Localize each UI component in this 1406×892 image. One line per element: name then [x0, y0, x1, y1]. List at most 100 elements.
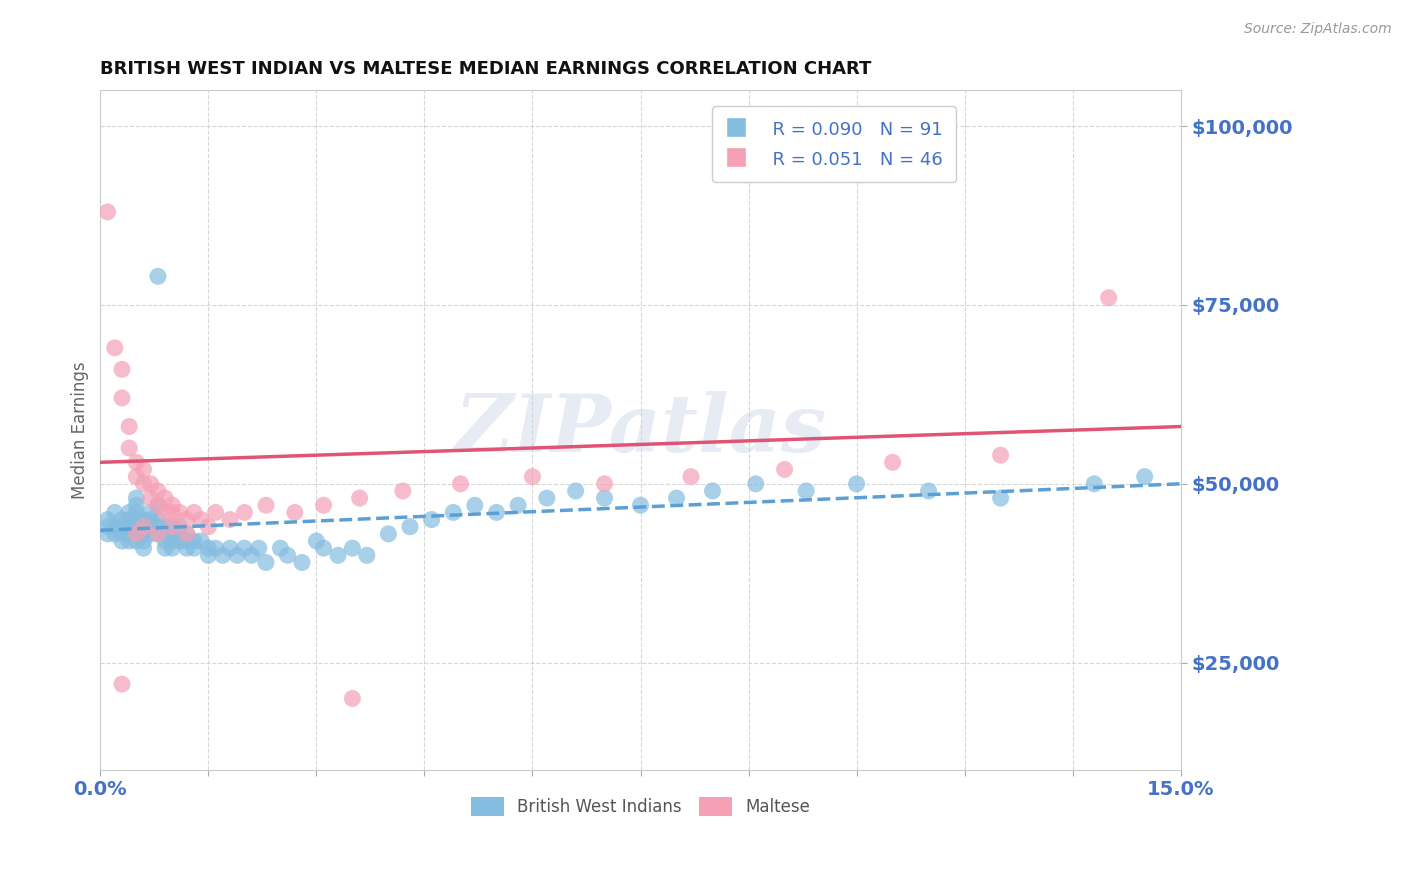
Point [104, 505, 127, 519]
Point [125, 527, 148, 541]
Point [146, 498, 169, 512]
Point [162, 534, 184, 549]
Point [96, 205, 118, 219]
Point [183, 505, 205, 519]
Point [132, 519, 155, 533]
Point [169, 527, 191, 541]
Point [111, 391, 134, 405]
Point [745, 476, 768, 491]
Point [506, 498, 529, 512]
Point [204, 541, 226, 556]
Point [153, 534, 176, 549]
Y-axis label: Median Earnings: Median Earnings [72, 361, 89, 499]
Point [146, 498, 169, 512]
Point [420, 512, 443, 526]
Point [96, 512, 118, 526]
Point [146, 512, 169, 526]
Point [254, 498, 277, 512]
Point [240, 549, 263, 563]
Point [139, 505, 162, 519]
Point [183, 541, 205, 556]
Point [118, 527, 141, 541]
Point [277, 549, 299, 563]
Point [702, 483, 724, 498]
Point [111, 677, 134, 691]
Point [254, 556, 277, 570]
Point [118, 441, 141, 455]
Point [111, 534, 134, 549]
Point [630, 498, 652, 512]
Point [665, 491, 688, 505]
Point [169, 505, 191, 519]
Point [96, 527, 118, 541]
Point [449, 476, 471, 491]
Point [118, 512, 141, 526]
Point [132, 462, 155, 476]
Point [284, 505, 307, 519]
Point [146, 519, 169, 533]
Point [990, 448, 1012, 462]
Point [111, 519, 134, 533]
Point [125, 505, 148, 519]
Point [139, 519, 162, 533]
Point [485, 505, 508, 519]
Point [125, 534, 148, 549]
Point [118, 419, 141, 434]
Point [146, 483, 169, 498]
Point [146, 269, 169, 284]
Point [153, 519, 176, 533]
Text: ZIPatlas: ZIPatlas [454, 392, 827, 469]
Point [111, 362, 134, 376]
Point [139, 512, 162, 526]
Point [679, 469, 702, 483]
Point [219, 541, 242, 556]
Point [139, 527, 162, 541]
Point [1133, 469, 1156, 483]
Point [356, 549, 378, 563]
Point [125, 491, 148, 505]
Point [882, 455, 904, 469]
Point [176, 527, 198, 541]
Point [794, 483, 817, 498]
Point [118, 505, 141, 519]
Point [1083, 476, 1105, 491]
Point [917, 483, 939, 498]
Point [291, 556, 314, 570]
Point [139, 476, 162, 491]
Point [162, 519, 184, 533]
Point [132, 541, 155, 556]
Point [132, 534, 155, 549]
Point [125, 455, 148, 469]
Point [536, 491, 558, 505]
Point [312, 498, 335, 512]
Point [377, 527, 399, 541]
Point [190, 534, 212, 549]
Point [312, 541, 335, 556]
Point [176, 527, 198, 541]
Point [269, 541, 291, 556]
Point [593, 491, 616, 505]
Point [118, 534, 141, 549]
Point [349, 491, 371, 505]
Point [162, 541, 184, 556]
Point [204, 505, 226, 519]
Point [104, 527, 127, 541]
Point [104, 341, 127, 355]
Point [104, 519, 127, 533]
Point [522, 469, 544, 483]
Point [233, 505, 256, 519]
Point [162, 527, 184, 541]
Point [111, 527, 134, 541]
Point [153, 541, 176, 556]
Point [190, 512, 212, 526]
Point [464, 498, 486, 512]
Point [125, 512, 148, 526]
Point [169, 519, 191, 533]
Point [247, 541, 270, 556]
Point [233, 541, 256, 556]
Point [132, 527, 155, 541]
Point [96, 519, 118, 533]
Point [564, 483, 586, 498]
Point [111, 512, 134, 526]
Point [169, 534, 191, 549]
